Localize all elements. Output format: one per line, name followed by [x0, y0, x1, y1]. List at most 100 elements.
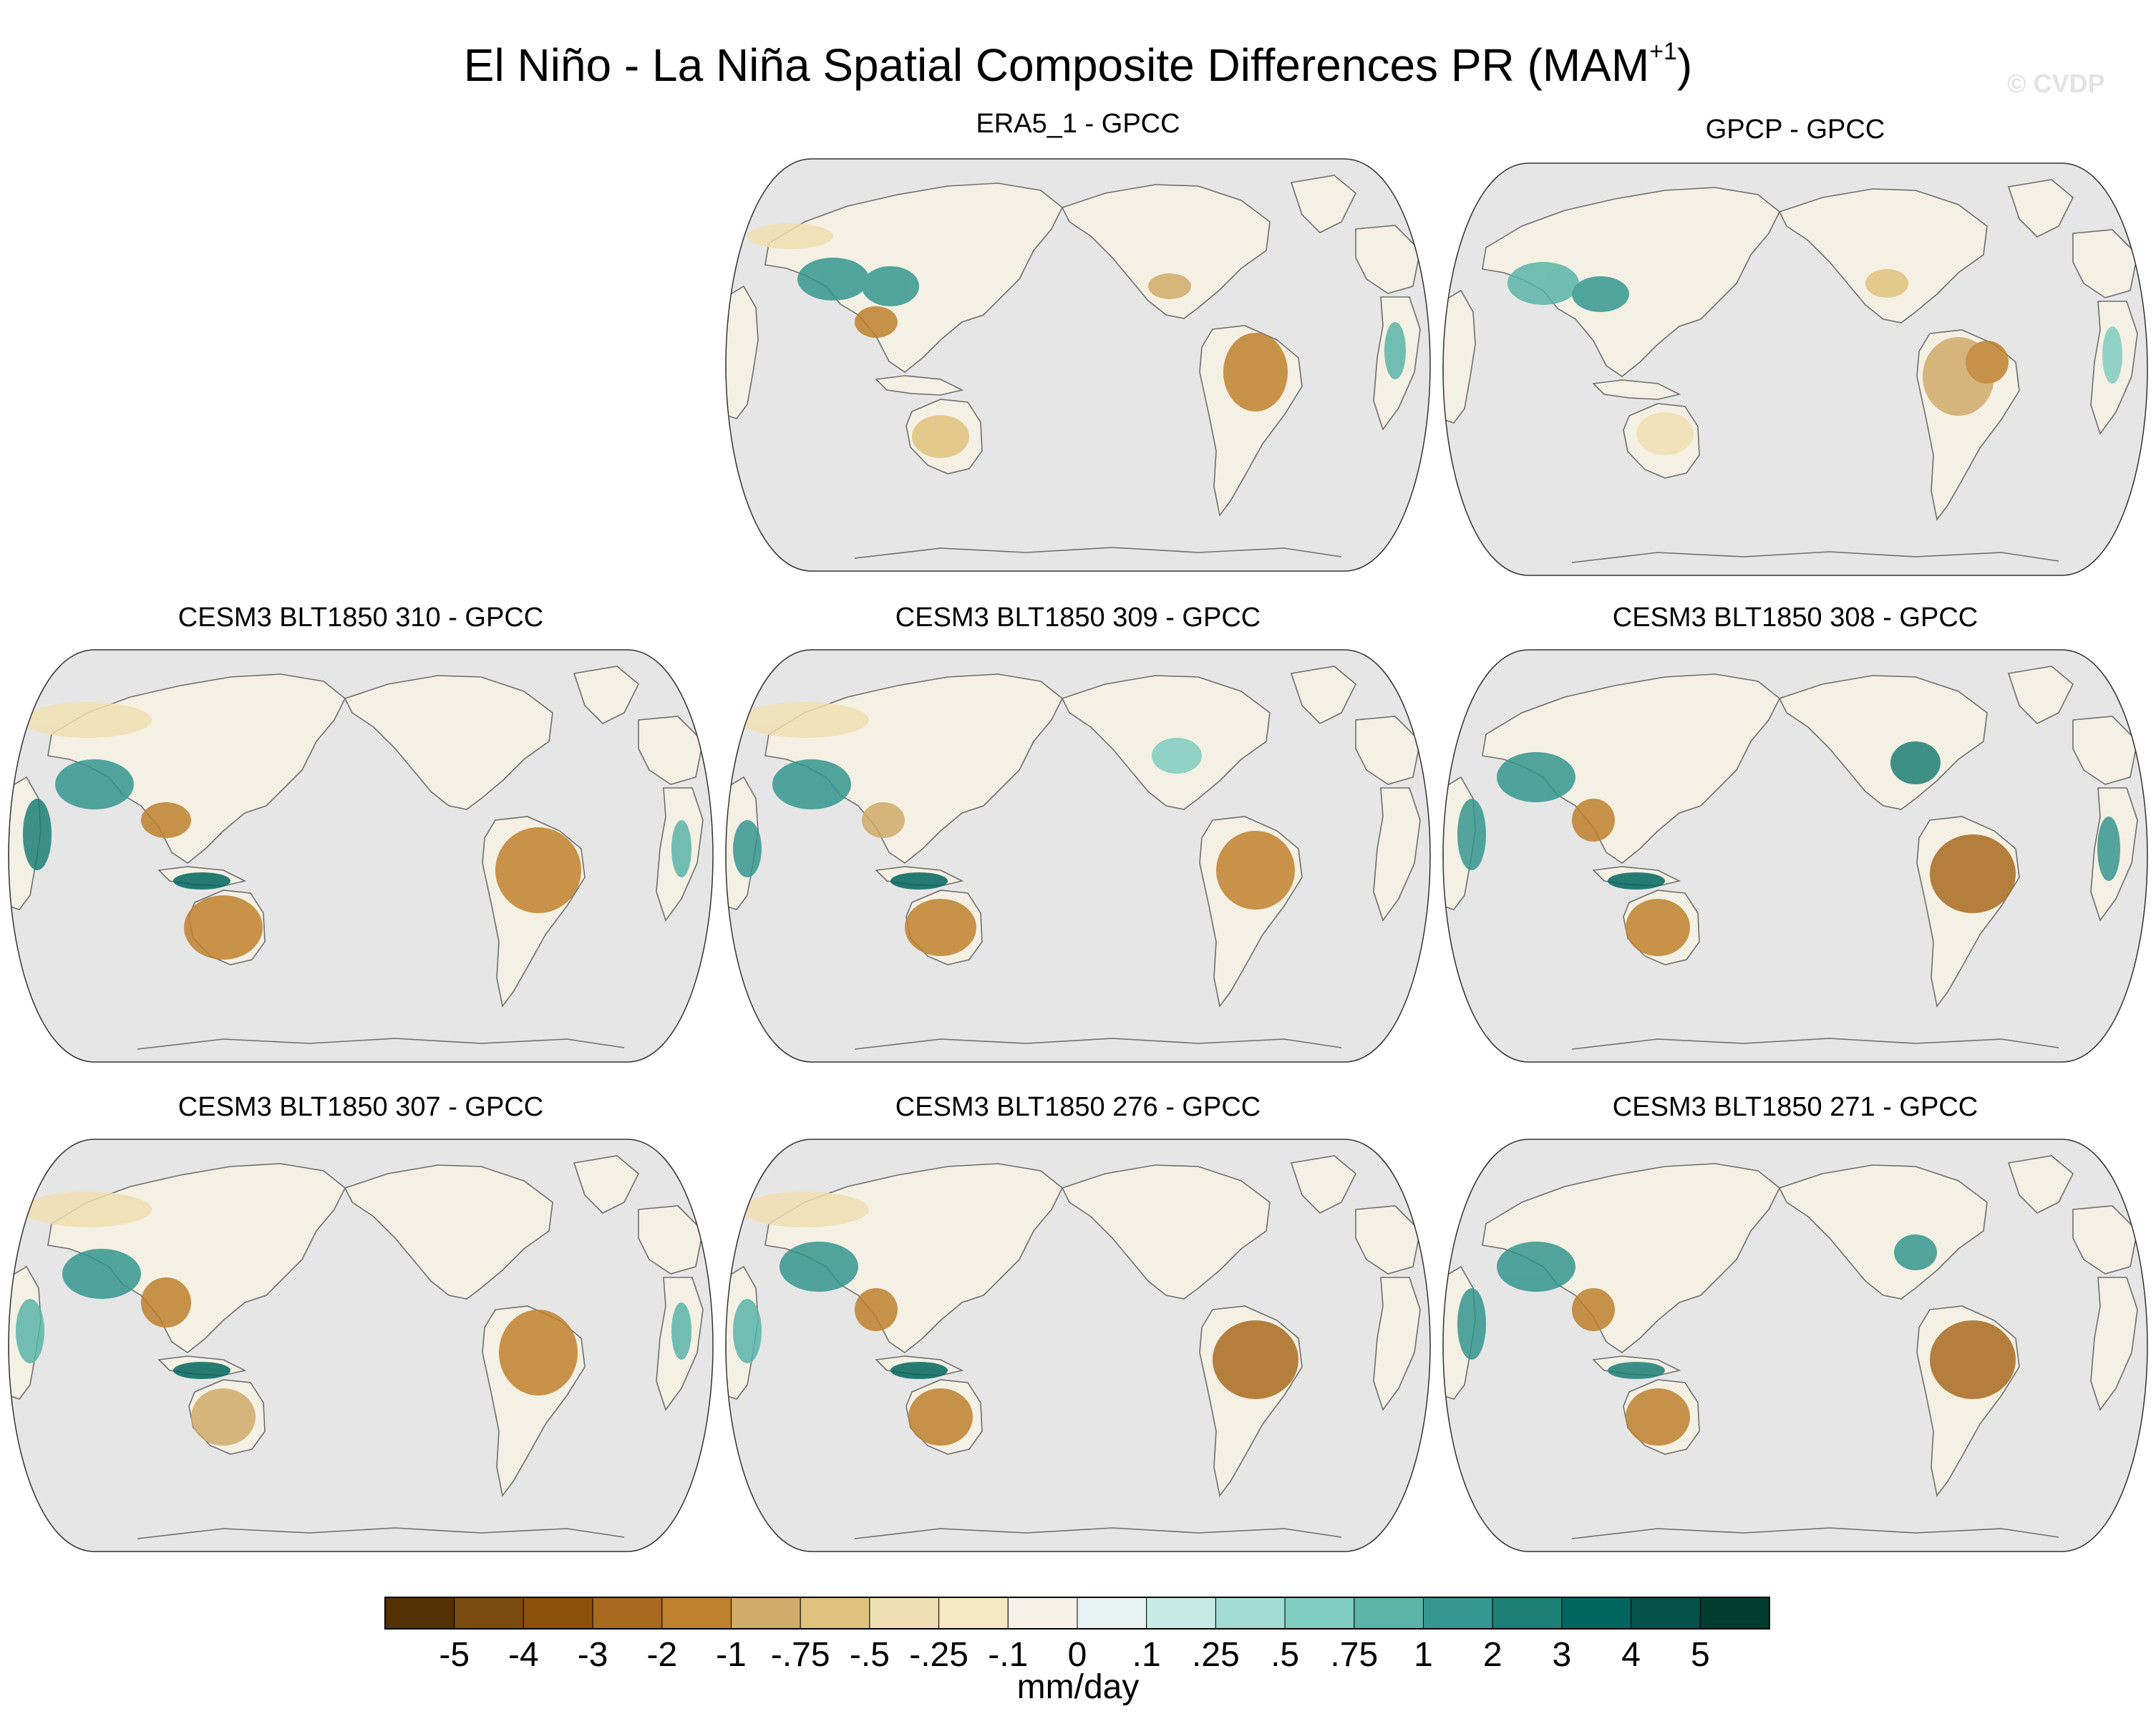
land-europe: [2072, 1205, 2138, 1275]
precip-anomaly-patch: [2097, 817, 2120, 881]
precip-anomaly-patch: [740, 702, 869, 738]
land-africa: [1443, 289, 1476, 424]
colorbar-swatch: [1146, 1597, 1216, 1630]
land-europe: [1355, 1205, 1421, 1275]
precip-anomaly-patch: [1223, 333, 1288, 411]
colorbar-swatch: [523, 1597, 593, 1630]
land-antarctica-coast: [854, 547, 1342, 559]
panel-title-cesm3-307: CESM3 BLT1850 307 - GPCC: [178, 1092, 544, 1122]
precip-anomaly-patch: [1216, 831, 1295, 910]
precip-anomaly-patch: [23, 1192, 152, 1227]
precip-anomaly-patch: [499, 1310, 578, 1396]
land-africa-east: [1373, 787, 1421, 922]
precip-anomaly-patch: [890, 872, 948, 890]
precip-anomaly-patch: [1636, 412, 1694, 455]
colorbar-swatch: [1699, 1597, 1770, 1630]
land-africa-east: [1373, 1277, 1421, 1411]
land-greenland: [1290, 1155, 1356, 1214]
precip-anomaly-patch: [62, 1249, 141, 1299]
colorbar-swatch: [1215, 1597, 1286, 1630]
colorbar-tick-label: 2: [1483, 1636, 1502, 1674]
precip-anomaly-patch: [141, 1277, 191, 1328]
precip-anomaly-patch: [1507, 262, 1579, 305]
land-greenland: [1290, 175, 1356, 233]
precip-anomaly-patch: [2102, 326, 2122, 384]
precip-anomaly-patch: [1865, 269, 1908, 298]
precip-anomaly-patch: [733, 1299, 762, 1363]
colorbar-tick-label: .75: [1330, 1636, 1378, 1674]
map-border: [1442, 1139, 2148, 1552]
land-maritime-continent: [1592, 379, 1681, 400]
precip-anomaly-patch: [740, 1192, 869, 1227]
map-panel-cesm3-271: [1442, 1139, 2148, 1552]
precip-anomaly-patch: [1894, 1234, 1937, 1270]
colorbar-swatch: [1492, 1597, 1563, 1630]
precip-anomaly-patch: [912, 415, 969, 458]
map-panel-cesm3-308: [1442, 649, 2148, 1063]
land-greenland: [2007, 666, 2074, 724]
colorbar-tick-label: -3: [578, 1636, 608, 1674]
precip-anomaly-patch: [173, 1362, 230, 1379]
land-europe: [2072, 716, 2138, 785]
colorbar-tick-label: .25: [1192, 1636, 1240, 1674]
precip-anomaly-patch: [747, 223, 833, 249]
map-panel-gpcp: [1442, 162, 2148, 576]
figure-title: El Niño - La Niña Spatial Composite Diff…: [0, 21, 2156, 95]
land-europe: [1355, 225, 1421, 294]
land-greenland: [2007, 179, 2074, 238]
panel-title-era5: ERA5_1 - GPCC: [976, 109, 1180, 139]
precip-anomaly-patch: [1457, 799, 1486, 870]
panel-title-cesm3-309: CESM3 BLT1850 309 - GPCC: [895, 603, 1261, 633]
precip-anomaly-patch: [772, 759, 851, 809]
panel-title-cesm3-308: CESM3 BLT1850 308 - GPCC: [1612, 603, 1978, 633]
land-maritime-continent: [875, 375, 964, 396]
map-panel-cesm3-307: [8, 1139, 714, 1552]
land-antarctica-coast: [854, 1527, 1342, 1539]
colorbar-swatch: [661, 1597, 732, 1630]
precip-anomaly-patch: [1966, 341, 2009, 384]
colorbar-swatch: [800, 1597, 870, 1630]
colorbar-tick-label: -1: [716, 1636, 747, 1674]
precip-anomaly-patch: [191, 1388, 256, 1446]
land-europe: [2072, 229, 2138, 298]
colorbar-swatch: [1354, 1597, 1424, 1630]
land-europe: [1355, 716, 1421, 785]
precip-anomaly-patch: [495, 827, 581, 913]
colorbar-swatch: [592, 1597, 663, 1630]
colorbar-swatch: [1423, 1597, 1493, 1630]
precip-anomaly-patch: [23, 799, 52, 870]
precip-anomaly-patch: [1890, 741, 1941, 784]
map-panel-cesm3-276: [725, 1139, 1431, 1552]
precip-anomaly-patch: [1457, 1288, 1486, 1360]
precip-anomaly-patch: [1608, 872, 1665, 890]
map-panel-cesm3-309: [725, 649, 1431, 1063]
colorbar-tick-label: -.5: [850, 1636, 890, 1674]
precip-anomaly-patch: [1930, 1320, 2016, 1399]
colorbar-labels: -5 -4 -3 -2 -1 -.75 -.5 -.25 -.1 0 .1 .25 .5 .75 1 2 3 4 5: [439, 1636, 1709, 1674]
map-border: [1442, 162, 2148, 576]
land-north-america: [344, 675, 553, 810]
precip-anomaly-patch: [1497, 752, 1575, 802]
colorbar-swatch: [1077, 1597, 1147, 1630]
precip-anomaly-patch: [855, 306, 898, 338]
colorbar-swatch: [454, 1597, 524, 1630]
land-antarctica-coast: [137, 1038, 625, 1050]
precip-anomaly-patch: [1148, 273, 1191, 299]
precip-anomaly-patch: [671, 1302, 691, 1360]
colorbar-swatch: [731, 1597, 801, 1630]
precip-anomaly-patch: [1930, 834, 2016, 913]
land-antarctica-coast: [137, 1527, 625, 1539]
precip-anomaly-patch: [1213, 1320, 1298, 1399]
colorbar-tick-label: 4: [1621, 1636, 1641, 1674]
land-africa-east: [2090, 1277, 2138, 1411]
map-border: [8, 649, 714, 1063]
land-africa: [726, 285, 759, 419]
colorbar-tick-label: -.1: [988, 1636, 1028, 1674]
precip-anomaly-patch: [733, 820, 762, 877]
precip-anomaly-patch: [1608, 1362, 1665, 1379]
precip-anomaly-patch: [1572, 276, 1629, 312]
map-border: [8, 1139, 714, 1552]
panel-title-gpcp: GPCP - GPCC: [1705, 115, 1885, 145]
panel-title-cesm3-276: CESM3 BLT1850 276 - GPCC: [895, 1092, 1261, 1122]
